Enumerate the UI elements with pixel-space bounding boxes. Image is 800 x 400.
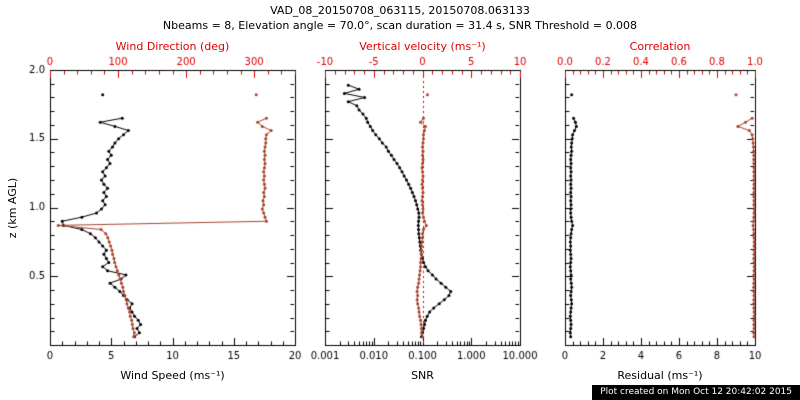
vertical-velocity-axis-label: Vertical velocity (ms⁻¹) <box>359 40 486 53</box>
height-axis-label: z (km AGL) <box>6 177 19 239</box>
plot-title: VAD_08_20150708_063115, 20150708.063133 <box>270 4 530 17</box>
wind-direction-axis-label: Wind Direction (deg) <box>115 40 230 53</box>
correlation-axis-label: Correlation <box>629 40 691 53</box>
residual-axis-label: Residual (ms⁻¹) <box>617 369 703 382</box>
snr-axis-label: SNR <box>411 369 434 382</box>
wind-speed-axis-label: Wind Speed (ms⁻¹) <box>120 369 225 382</box>
plot-subtitle: Nbeams = 8, Elevation angle = 70.0°, sca… <box>162 19 638 32</box>
creation-timestamp: Plot created on Mon Oct 12 20:42:02 2015 <box>592 385 800 400</box>
